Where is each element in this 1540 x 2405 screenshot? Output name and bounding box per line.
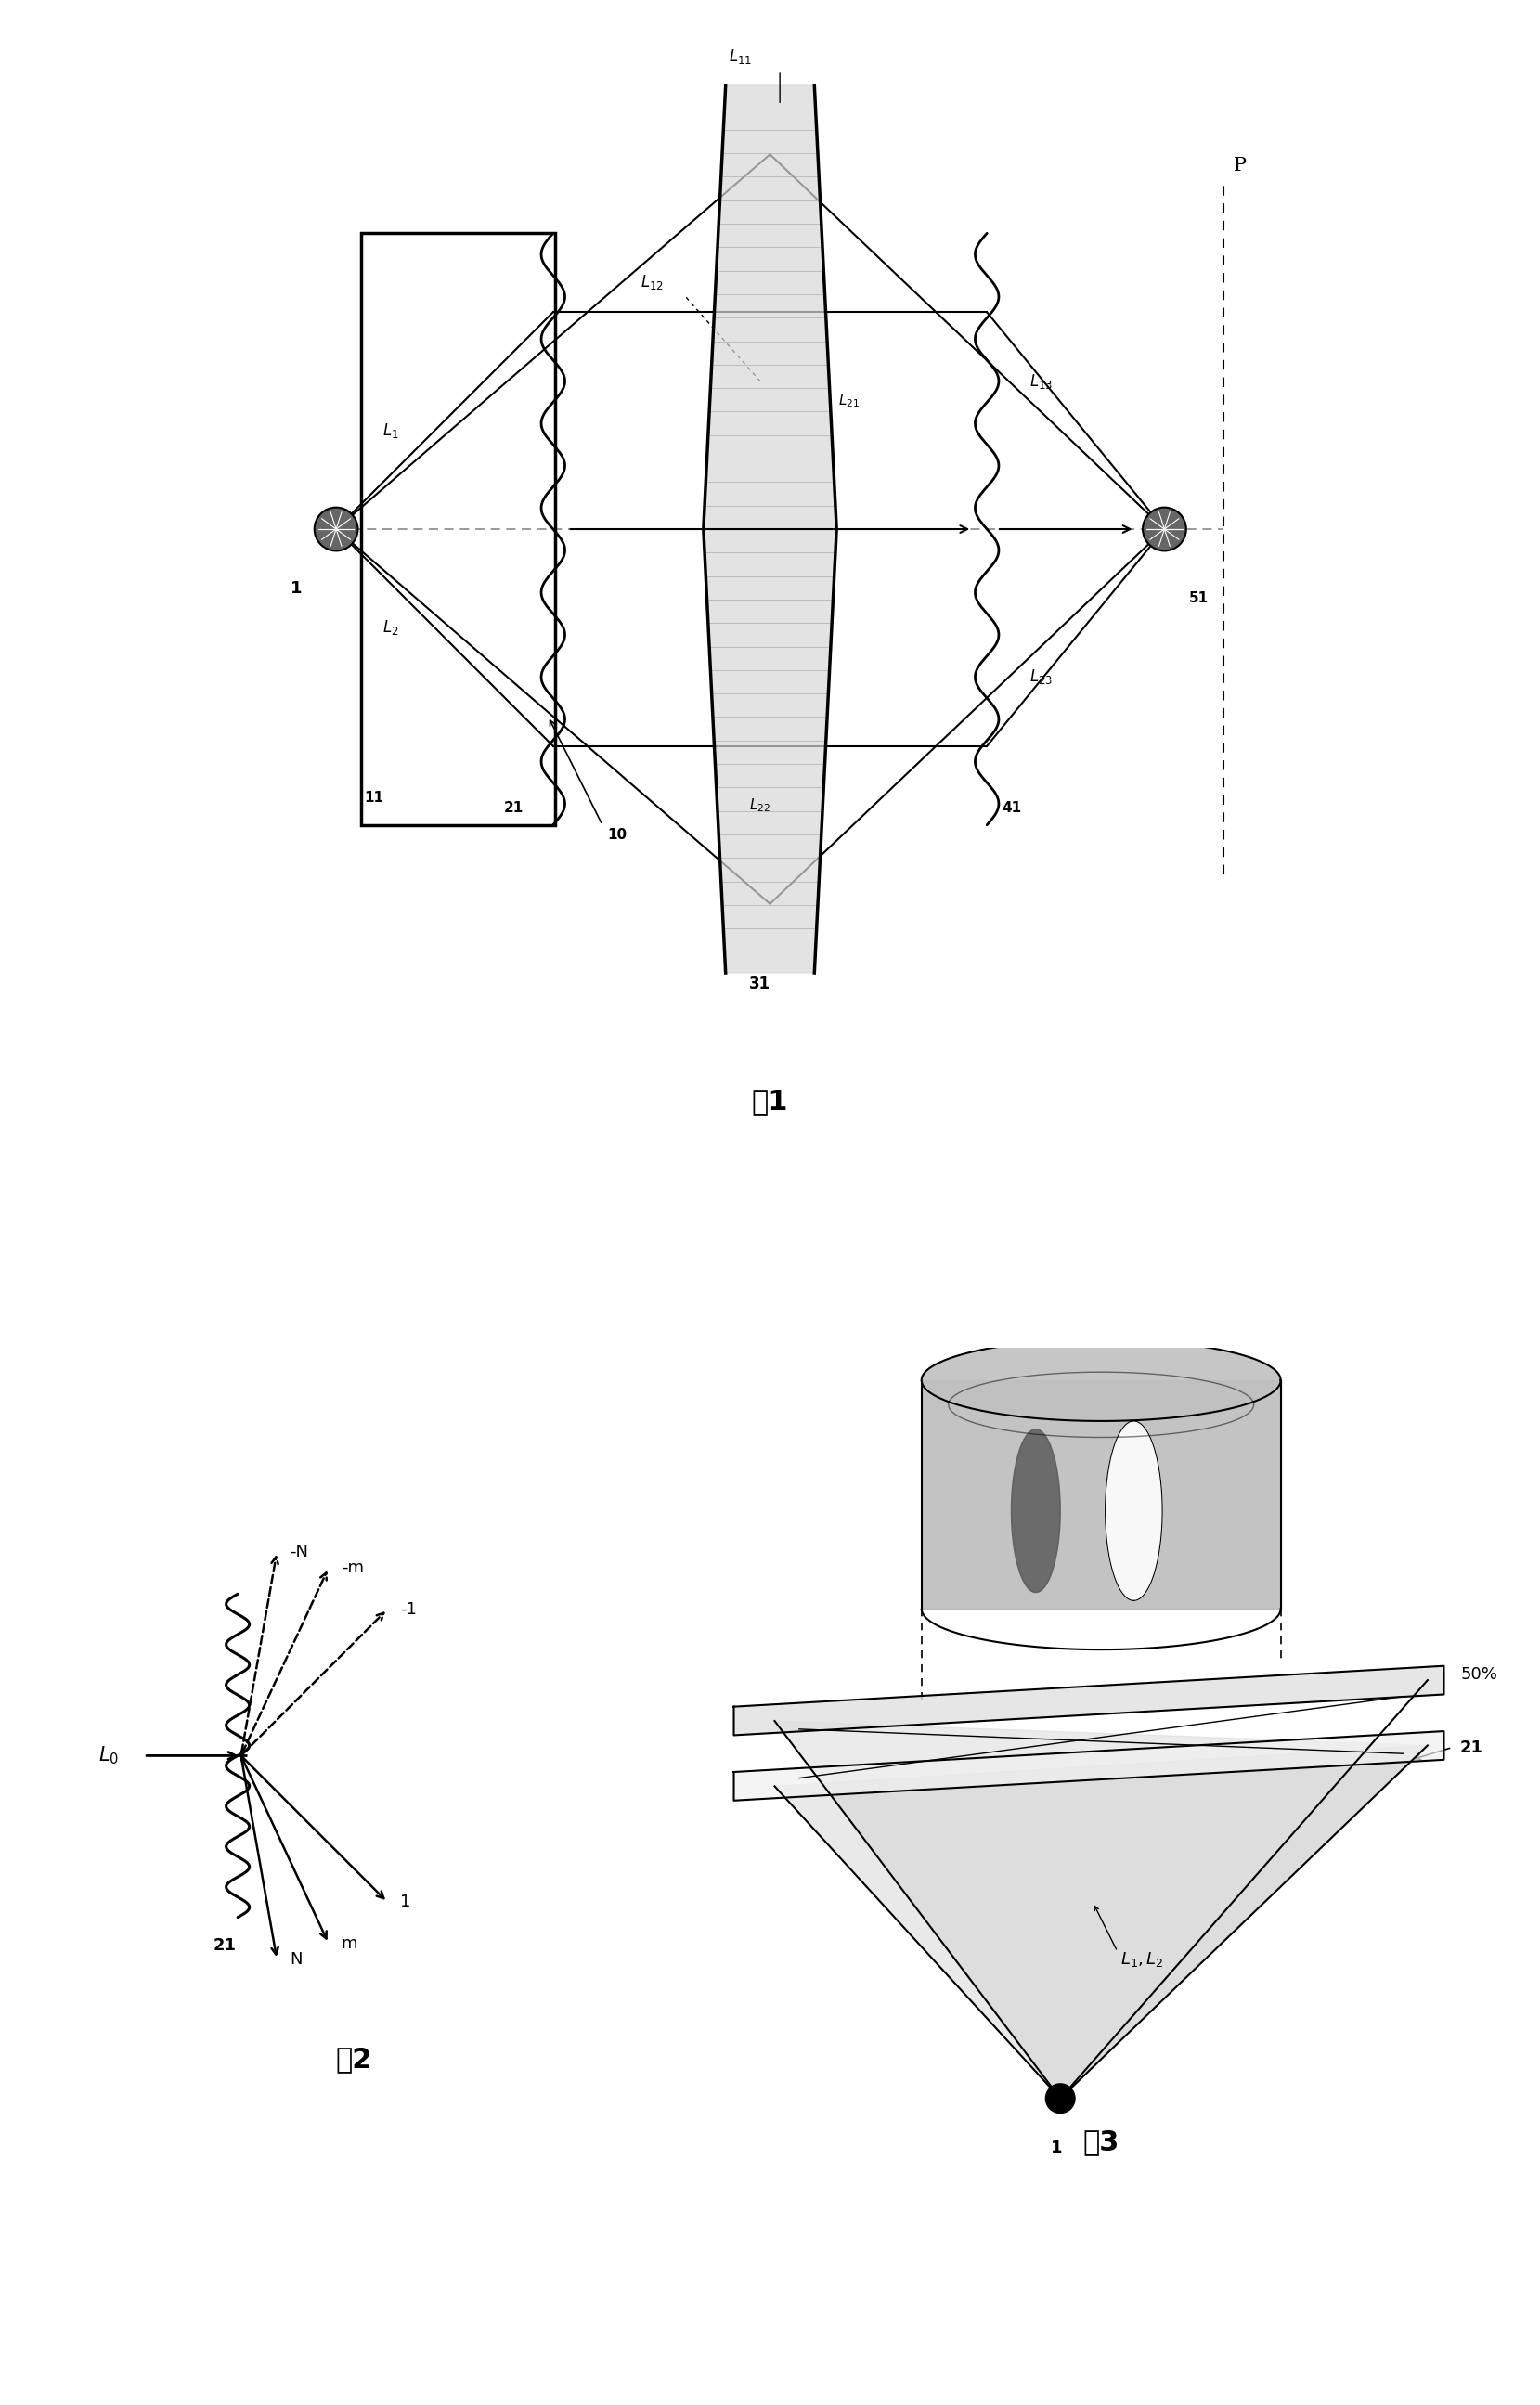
Text: $L_2$: $L_2$ (382, 618, 399, 637)
Text: N: N (290, 1950, 302, 1967)
Text: $L_{11}$: $L_{11}$ (728, 48, 752, 65)
Polygon shape (921, 1380, 1281, 1609)
Text: 51: 51 (1189, 592, 1209, 606)
Text: 21: 21 (504, 801, 524, 815)
Text: 11: 11 (363, 791, 383, 806)
Text: $L_1$: $L_1$ (382, 421, 399, 440)
Text: 41: 41 (1001, 801, 1021, 815)
Text: $L_{13}$: $L_{13}$ (1030, 373, 1053, 390)
Text: -m: -m (342, 1561, 363, 1575)
Text: 10: 10 (607, 827, 627, 842)
Text: 图1: 图1 (752, 1087, 788, 1114)
Text: 图2: 图2 (336, 2047, 373, 2073)
Text: $L_{22}$: $L_{22}$ (750, 796, 772, 813)
Text: 1: 1 (1050, 2138, 1063, 2155)
Text: m: m (342, 1936, 357, 1950)
Text: $L_{21}$: $L_{21}$ (838, 392, 859, 409)
Circle shape (1046, 2083, 1075, 2114)
Text: 31: 31 (750, 976, 772, 993)
Text: 21: 21 (213, 1936, 237, 1953)
Polygon shape (733, 1732, 1445, 1801)
Bar (360, 233, 554, 825)
Text: $L_0$: $L_0$ (99, 1744, 119, 1768)
Text: 21: 21 (1460, 1739, 1483, 1756)
Polygon shape (775, 1746, 1428, 2100)
Circle shape (1143, 507, 1186, 551)
Text: $L_{23}$: $L_{23}$ (1030, 669, 1053, 685)
Text: 1: 1 (291, 580, 302, 596)
Text: -N: -N (290, 1544, 308, 1561)
Text: 1: 1 (400, 1893, 411, 1910)
Polygon shape (1106, 1421, 1163, 1602)
Polygon shape (1012, 1429, 1060, 1592)
Polygon shape (733, 1667, 1445, 1736)
Text: $L_1,L_2$: $L_1,L_2$ (1120, 1950, 1164, 1970)
Text: -1: -1 (400, 1602, 417, 1619)
Text: 50%: 50% (1460, 1667, 1497, 1683)
Circle shape (314, 507, 357, 551)
Polygon shape (775, 1722, 1428, 2100)
Text: 图3: 图3 (1083, 2128, 1120, 2155)
Text: $L_{12}$: $L_{12}$ (641, 274, 664, 291)
Polygon shape (921, 1340, 1281, 1421)
Text: P: P (1234, 156, 1246, 173)
Polygon shape (704, 84, 836, 974)
